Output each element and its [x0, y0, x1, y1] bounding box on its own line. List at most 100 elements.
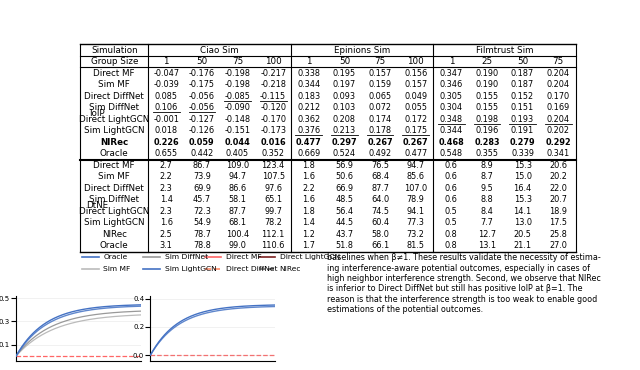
Text: 0.339: 0.339: [511, 149, 534, 158]
Text: 0.669: 0.669: [297, 149, 321, 158]
Text: 0.196: 0.196: [476, 126, 499, 135]
Text: Sim MF: Sim MF: [99, 172, 130, 181]
Text: 1.4: 1.4: [160, 195, 173, 204]
Text: 0.065: 0.065: [369, 92, 392, 101]
Text: 0.355: 0.355: [476, 149, 499, 158]
Text: 0.267: 0.267: [403, 138, 429, 147]
Text: 0.6: 0.6: [445, 161, 458, 170]
Text: 0.8: 0.8: [445, 230, 458, 239]
Text: 0.195: 0.195: [333, 69, 356, 78]
Text: Direct MF: Direct MF: [93, 69, 135, 78]
Text: Direct MF: Direct MF: [226, 254, 261, 260]
Text: 0.8: 0.8: [445, 241, 458, 250]
Text: 0.190: 0.190: [476, 69, 499, 78]
Text: 85.6: 85.6: [406, 172, 425, 181]
Text: 100.4: 100.4: [226, 230, 249, 239]
Text: 1.6: 1.6: [160, 218, 173, 227]
Text: Ciao Sim: Ciao Sim: [200, 46, 239, 55]
Text: -0.126: -0.126: [189, 126, 215, 135]
Text: 66.9: 66.9: [335, 184, 353, 193]
Text: 0.477: 0.477: [296, 138, 322, 147]
Text: 14.1: 14.1: [513, 207, 532, 216]
Text: 76.5: 76.5: [371, 161, 389, 170]
Text: 72.3: 72.3: [193, 207, 211, 216]
Text: 0.156: 0.156: [404, 69, 428, 78]
Text: 1.4: 1.4: [302, 218, 316, 227]
Text: 12.7: 12.7: [478, 230, 496, 239]
Text: 75: 75: [552, 57, 564, 66]
Text: 1: 1: [163, 57, 169, 66]
Text: -0.176: -0.176: [189, 69, 215, 78]
Text: 60.4: 60.4: [371, 218, 389, 227]
Text: NIRec: NIRec: [102, 230, 127, 239]
Text: 0.352: 0.352: [262, 149, 285, 158]
Text: baselines when β≠1. These results validate the necessity of estima-
ing interfer: baselines when β≠1. These results valida…: [327, 253, 601, 314]
Text: 109.0: 109.0: [226, 161, 249, 170]
Text: 0.198: 0.198: [476, 115, 499, 124]
Text: 0.477: 0.477: [404, 149, 428, 158]
Text: 112.1: 112.1: [262, 230, 285, 239]
Text: 73.2: 73.2: [407, 230, 424, 239]
Text: -0.170: -0.170: [260, 115, 286, 124]
Text: 78.7: 78.7: [193, 230, 211, 239]
Text: -0.039: -0.039: [154, 80, 179, 89]
Text: 77.3: 77.3: [407, 218, 424, 227]
Text: 64.0: 64.0: [371, 195, 389, 204]
Text: -0.217: -0.217: [260, 69, 286, 78]
Text: Oracle: Oracle: [104, 254, 128, 260]
Text: Direct LightGCN: Direct LightGCN: [280, 254, 340, 260]
Text: 0.655: 0.655: [155, 149, 178, 158]
Text: 0.044: 0.044: [225, 138, 250, 147]
Text: 0.212: 0.212: [297, 103, 321, 112]
Text: 0.169: 0.169: [547, 103, 570, 112]
Text: 17.5: 17.5: [549, 218, 567, 227]
Text: 0.187: 0.187: [511, 69, 534, 78]
Text: 13.0: 13.0: [513, 218, 532, 227]
Text: 20.7: 20.7: [549, 195, 567, 204]
Text: 25: 25: [481, 57, 493, 66]
Text: 0.305: 0.305: [440, 92, 463, 101]
Text: 78.2: 78.2: [264, 218, 282, 227]
Text: Direct DiffNet: Direct DiffNet: [84, 184, 144, 193]
Text: 0.442: 0.442: [190, 149, 214, 158]
Text: 2.2: 2.2: [303, 184, 315, 193]
Text: 15.0: 15.0: [513, 172, 532, 181]
Text: 0.283: 0.283: [474, 138, 500, 147]
Text: 0.292: 0.292: [545, 138, 571, 147]
Text: 0.204: 0.204: [547, 69, 570, 78]
Text: 20.2: 20.2: [549, 172, 567, 181]
Text: 0.103: 0.103: [333, 103, 356, 112]
Text: 1.7: 1.7: [302, 241, 316, 250]
Text: 15.3: 15.3: [513, 195, 532, 204]
Text: -0.151: -0.151: [225, 126, 251, 135]
Text: 1: 1: [306, 57, 312, 66]
Text: 0.204: 0.204: [547, 80, 570, 89]
Text: 0.279: 0.279: [509, 138, 536, 147]
Text: 27.0: 27.0: [549, 241, 567, 250]
Text: 2.5: 2.5: [160, 230, 173, 239]
Text: -0.085: -0.085: [225, 92, 250, 101]
Text: Direct DiffNet: Direct DiffNet: [226, 266, 277, 272]
Text: 0.341: 0.341: [547, 149, 570, 158]
Text: 0.468: 0.468: [438, 138, 464, 147]
Text: 68.4: 68.4: [371, 172, 389, 181]
Text: 16.4: 16.4: [513, 184, 532, 193]
Text: 21.1: 21.1: [513, 241, 532, 250]
Text: 0.344: 0.344: [297, 80, 321, 89]
Text: 51.8: 51.8: [335, 241, 353, 250]
Text: Sim MF: Sim MF: [99, 80, 130, 89]
Text: 0.172: 0.172: [404, 115, 428, 124]
Text: 50.6: 50.6: [335, 172, 353, 181]
Text: 2.2: 2.2: [160, 172, 173, 181]
Text: 73.9: 73.9: [193, 172, 211, 181]
Text: 2.3: 2.3: [160, 184, 173, 193]
Text: 0.204: 0.204: [547, 115, 570, 124]
Text: 0.155: 0.155: [476, 92, 499, 101]
Text: Sim MF: Sim MF: [104, 266, 131, 272]
Text: 65.1: 65.1: [264, 195, 282, 204]
Text: 0.376: 0.376: [297, 126, 321, 135]
Text: 68.1: 68.1: [228, 218, 246, 227]
Text: 0.190: 0.190: [476, 80, 499, 89]
Text: Sim LightGCN: Sim LightGCN: [164, 266, 216, 272]
Text: 1.8: 1.8: [302, 207, 316, 216]
